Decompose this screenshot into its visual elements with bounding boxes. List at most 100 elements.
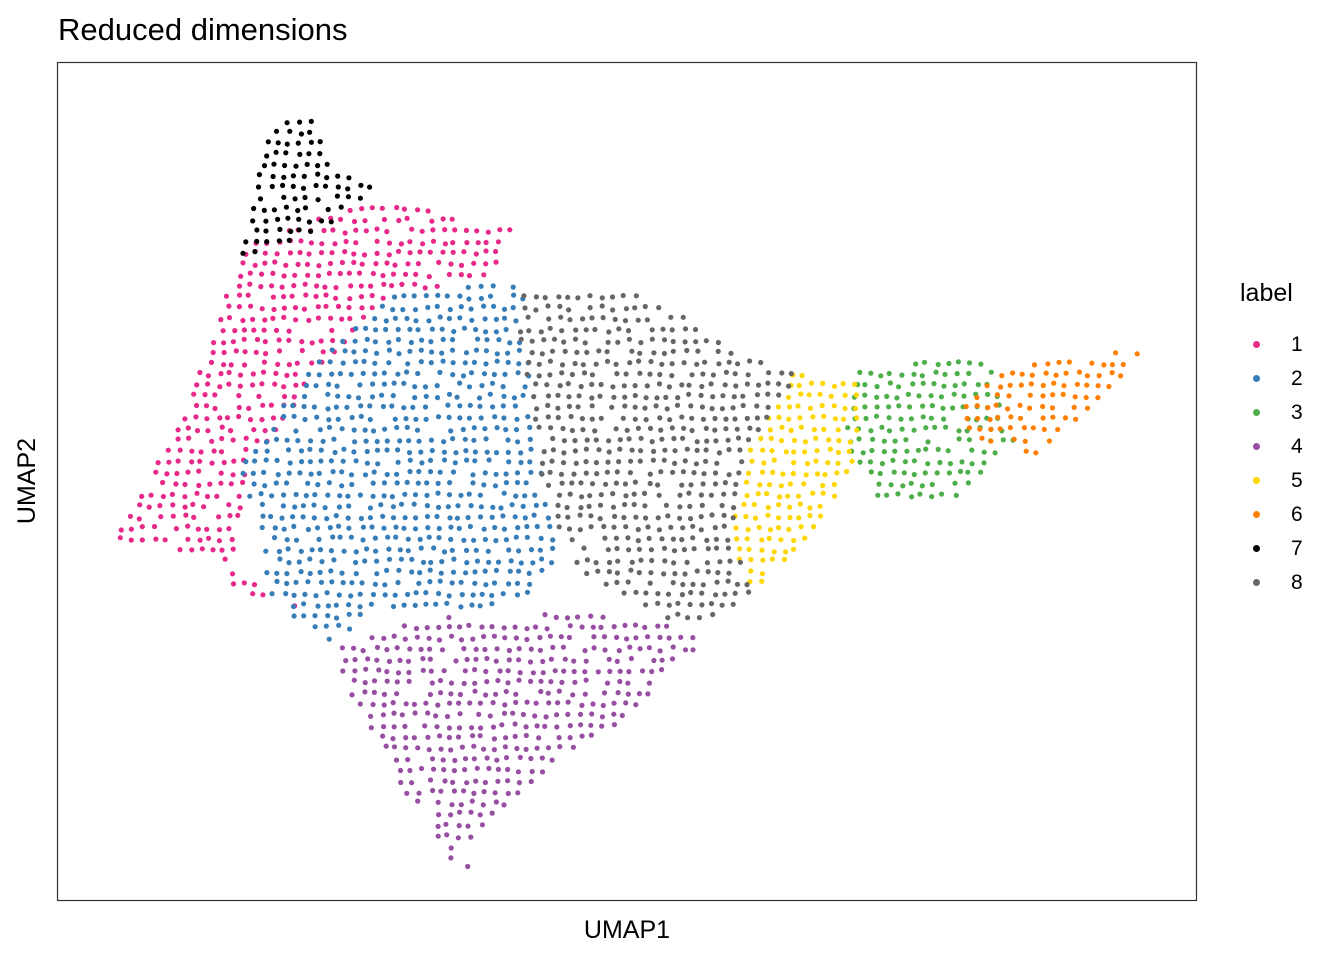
point-label-4 — [448, 812, 454, 818]
point-label-1 — [286, 328, 292, 334]
point-label-8 — [565, 381, 571, 387]
point-label-6 — [1027, 392, 1033, 398]
point-label-2 — [351, 449, 357, 455]
point-label-2 — [424, 513, 431, 520]
point-label-8 — [593, 460, 600, 466]
point-label-1 — [373, 261, 379, 267]
point-label-1 — [151, 523, 158, 530]
point-label-2 — [437, 469, 443, 475]
point-label-4 — [483, 668, 489, 675]
point-label-2 — [505, 350, 511, 356]
point-label-6 — [1031, 362, 1038, 368]
point-label-2 — [390, 504, 396, 510]
point-label-2 — [467, 402, 473, 408]
point-label-4 — [462, 756, 469, 762]
point-label-8 — [547, 325, 553, 331]
point-label-2 — [428, 437, 435, 443]
point-label-2 — [395, 371, 401, 377]
point-label-2 — [500, 513, 506, 519]
point-label-8 — [580, 362, 586, 368]
point-label-2 — [391, 380, 397, 386]
point-label-2 — [428, 559, 434, 566]
point-label-2 — [527, 459, 533, 465]
legend-label: 6 — [1291, 503, 1303, 526]
point-label-8 — [737, 447, 743, 453]
point-label-8 — [646, 535, 652, 542]
point-label-3 — [929, 494, 935, 500]
point-label-4 — [391, 710, 397, 716]
point-label-1 — [229, 536, 235, 543]
point-label-4 — [374, 657, 380, 663]
point-label-2 — [514, 416, 520, 422]
point-label-8 — [635, 538, 641, 544]
point-label-4 — [559, 679, 565, 686]
point-label-1 — [384, 260, 390, 266]
point-label-1 — [353, 240, 359, 246]
point-label-6 — [1109, 362, 1115, 368]
point-label-1 — [206, 535, 212, 541]
point-label-5 — [791, 537, 797, 544]
point-label-1 — [251, 327, 257, 333]
point-label-4 — [394, 679, 400, 685]
point-label-2 — [311, 502, 317, 508]
point-label-1 — [339, 316, 345, 322]
point-label-4 — [490, 724, 497, 730]
point-label-8 — [583, 459, 589, 465]
point-label-7 — [296, 216, 302, 222]
point-label-4 — [583, 658, 589, 664]
point-label-8 — [546, 316, 552, 322]
point-label-5 — [796, 515, 802, 521]
point-label-1 — [342, 230, 348, 236]
point-label-8 — [533, 307, 539, 313]
point-label-4 — [615, 690, 621, 696]
point-label-6 — [1041, 426, 1047, 432]
point-label-3 — [886, 428, 893, 434]
point-label-2 — [326, 417, 332, 423]
point-label-1 — [359, 305, 365, 311]
point-label-3 — [941, 416, 947, 422]
point-label-7 — [283, 204, 289, 210]
point-label-2 — [453, 450, 459, 456]
point-label-3 — [877, 470, 883, 477]
point-label-2 — [276, 548, 282, 555]
point-label-2 — [449, 580, 455, 586]
point-label-8 — [659, 361, 665, 367]
point-label-8 — [722, 382, 728, 388]
point-label-2 — [386, 360, 392, 366]
point-label-2 — [485, 548, 491, 554]
point-label-2 — [372, 371, 378, 377]
point-label-1 — [335, 303, 342, 309]
point-label-4 — [489, 624, 495, 630]
point-label-1 — [208, 359, 215, 365]
point-label-8 — [725, 537, 731, 543]
point-label-2 — [490, 404, 496, 410]
point-label-2 — [493, 329, 499, 335]
point-label-5 — [854, 415, 860, 421]
point-label-2 — [401, 380, 407, 386]
point-label-2 — [284, 437, 290, 443]
point-label-1 — [381, 281, 387, 287]
point-label-4 — [567, 723, 573, 729]
point-label-2 — [390, 393, 396, 399]
point-label-1 — [236, 292, 243, 298]
point-label-8 — [604, 358, 611, 364]
point-label-3 — [891, 469, 897, 475]
point-label-4 — [502, 702, 508, 708]
point-label-8 — [730, 405, 736, 411]
point-label-5 — [748, 557, 754, 563]
point-label-3 — [932, 424, 938, 430]
point-label-8 — [713, 536, 720, 542]
point-label-8 — [558, 314, 564, 320]
point-label-1 — [295, 261, 301, 267]
point-label-1 — [148, 492, 154, 498]
point-label-2 — [423, 601, 429, 607]
point-label-4 — [420, 656, 426, 662]
point-label-1 — [276, 337, 282, 343]
point-label-2 — [358, 403, 364, 409]
point-label-1 — [298, 238, 304, 244]
point-label-5 — [791, 437, 798, 443]
point-label-8 — [744, 381, 751, 387]
point-label-2 — [247, 493, 253, 499]
point-label-4 — [604, 680, 611, 686]
point-label-8 — [732, 590, 738, 596]
